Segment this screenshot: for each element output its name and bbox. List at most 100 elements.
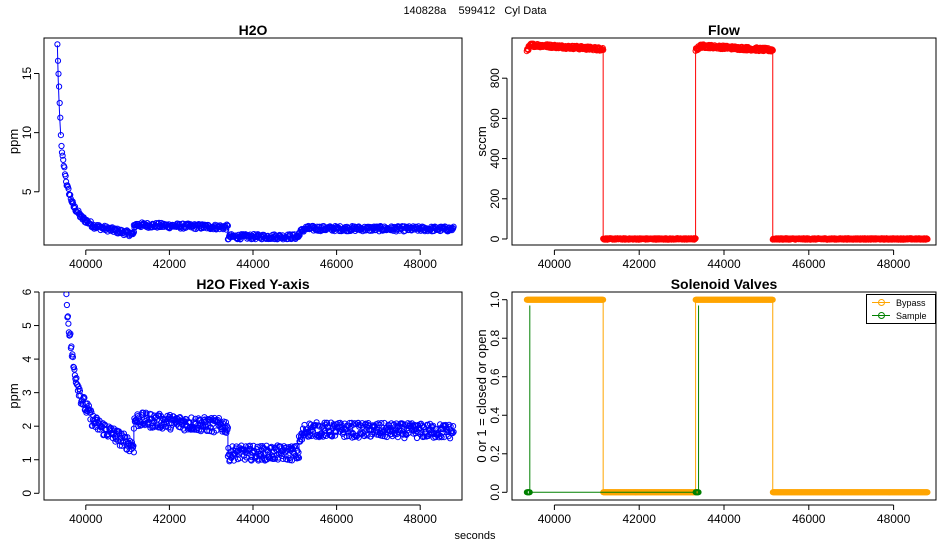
h2o-ytick-label: 10 bbox=[20, 126, 34, 140]
h2o-point bbox=[58, 142, 65, 150]
h2o_fixed-point bbox=[71, 372, 79, 379]
h2o_fixed-point bbox=[246, 442, 253, 449]
h2o_fixed-point bbox=[400, 425, 407, 433]
legend-item-sample: Sample bbox=[867, 310, 937, 322]
h2o_fixed-point bbox=[87, 416, 94, 423]
flow-ytick-label: 400 bbox=[488, 148, 502, 168]
h2o-point bbox=[57, 114, 64, 121]
h2o-frame bbox=[43, 37, 463, 246]
h2o_fixed-point bbox=[61, 232, 66, 237]
h2o_fixed-point bbox=[69, 354, 77, 361]
flow-xtick-label: 42000 bbox=[623, 257, 657, 271]
h2o_fixed-point bbox=[227, 452, 234, 459]
h2o-panel: H2O ppm 40000 42000 44000 46000 48000 5 10 15 bbox=[6, 22, 463, 271]
h2o_fixed-point bbox=[130, 425, 137, 432]
h2o_fixed-point bbox=[60, 215, 65, 220]
h2o_fixed-point bbox=[449, 430, 456, 437]
h2o_fixed-point bbox=[60, 237, 65, 242]
valves-ytick-label: 0.8 bbox=[488, 330, 502, 347]
h2o-point bbox=[57, 132, 65, 139]
flow-ytick-label: 800 bbox=[488, 68, 502, 88]
h2o-point bbox=[67, 191, 74, 199]
h2o_fixed-point bbox=[61, 245, 66, 250]
h2o_fixed-title: H2O Fixed Y-axis bbox=[196, 276, 310, 292]
h2o_fixed-point bbox=[395, 429, 402, 436]
h2o_fixed-point bbox=[332, 432, 339, 439]
h2o_fixed-ytick-label: 2 bbox=[20, 423, 34, 430]
h2o_fixed-point bbox=[222, 419, 229, 426]
h2o_fixed-point bbox=[63, 286, 68, 291]
h2o_fixed-point bbox=[72, 375, 79, 383]
h2o-xtick-label: 42000 bbox=[153, 257, 187, 271]
flow-point bbox=[924, 236, 931, 243]
h2o_fixed-point bbox=[140, 409, 147, 416]
h2o-xtick-label: 46000 bbox=[320, 257, 354, 271]
h2o_fixed-ytick-label: 5 bbox=[20, 322, 34, 329]
h2o_fixed-point bbox=[56, 16, 61, 21]
h2o_fixed-ylabel: ppm bbox=[6, 383, 21, 408]
h2o_fixed-point bbox=[376, 421, 383, 429]
valves-xtick-label: 44000 bbox=[707, 512, 741, 526]
h2o-ytick-label: 5 bbox=[20, 188, 34, 195]
h2o_fixed-point bbox=[63, 283, 68, 288]
h2o-point bbox=[61, 164, 68, 171]
h2o-xtick-label: 40000 bbox=[69, 257, 103, 271]
h2o-point bbox=[55, 70, 62, 77]
h2o_fixed-point bbox=[329, 433, 336, 440]
h2o_fixed-point bbox=[67, 330, 74, 337]
h2o_fixed-plot-area bbox=[56, 16, 457, 465]
h2o_fixed-point bbox=[165, 424, 172, 431]
h2o_fixed-point bbox=[111, 427, 118, 434]
flow-xtick-label: 48000 bbox=[877, 257, 911, 271]
h2o_fixed-point bbox=[68, 343, 75, 350]
h2o_fixed-point bbox=[254, 448, 261, 456]
bypass-swatch-marker bbox=[878, 299, 885, 306]
valves-ylabel: 0 or 1 = closed or open bbox=[474, 329, 489, 462]
valves-panel: Solenoid Valves 0 or 1 = closed or open 40… bbox=[474, 276, 937, 526]
valves-ytick-label: 0.6 bbox=[488, 368, 502, 385]
valves-title: Solenoid Valves bbox=[671, 276, 778, 292]
h2o_fixed-point bbox=[57, 89, 62, 94]
flow-ytick-label: 600 bbox=[488, 108, 502, 128]
valves-frame bbox=[511, 291, 937, 501]
h2o-xtick-label: 44000 bbox=[236, 257, 270, 271]
flow-ytick-label: 0 bbox=[488, 235, 502, 242]
h2o_fixed-point bbox=[230, 457, 237, 464]
h2o-ytick-label: 15 bbox=[20, 66, 34, 80]
flow-xtick-label: 46000 bbox=[792, 257, 826, 271]
h2o_fixed-point bbox=[359, 420, 366, 427]
h2o_fixed-point bbox=[311, 422, 319, 429]
h2o_fixed-ytick-label: 3 bbox=[20, 389, 34, 396]
flow-xtick-label: 40000 bbox=[538, 257, 572, 271]
h2o_fixed-point bbox=[441, 434, 448, 441]
h2o_fixed-point bbox=[450, 428, 457, 436]
h2o_fixed-point bbox=[401, 435, 408, 442]
flow-ytick-label: 200 bbox=[488, 188, 502, 208]
h2o_fixed-point bbox=[118, 442, 126, 449]
h2o_fixed-ytick-label: 1 bbox=[20, 456, 34, 463]
h2o_fixed-ytick-label: 4 bbox=[20, 355, 34, 362]
h2o_fixed-ytick-label: 0 bbox=[20, 490, 34, 497]
h2o-point bbox=[448, 227, 455, 234]
h2o-point bbox=[54, 57, 62, 64]
h2o_fixed-point bbox=[188, 414, 195, 421]
h2o_fixed-point bbox=[62, 265, 67, 270]
h2o_fixed-point bbox=[309, 428, 317, 435]
h2o_fixed-point bbox=[129, 442, 136, 449]
valves-xtick-label: 42000 bbox=[623, 512, 657, 526]
h2o_fixed-point bbox=[253, 446, 260, 453]
valves-legend: Bypass Sample bbox=[866, 294, 936, 324]
h2o-title: H2O bbox=[239, 22, 268, 38]
h2o-point bbox=[56, 83, 63, 90]
h2o-point bbox=[58, 149, 66, 156]
h2o_fixed-point bbox=[427, 429, 435, 436]
h2o_fixed-point bbox=[63, 301, 71, 309]
h2o_fixed-point bbox=[59, 206, 64, 211]
h2o-point bbox=[65, 185, 72, 192]
valves-xtick-label: 40000 bbox=[538, 512, 572, 526]
h2o_fixed-point bbox=[446, 421, 453, 428]
h2o_fixed-point bbox=[403, 431, 410, 438]
h2o_fixed-point bbox=[313, 419, 320, 426]
h2o-xtick-label: 48000 bbox=[404, 257, 438, 271]
